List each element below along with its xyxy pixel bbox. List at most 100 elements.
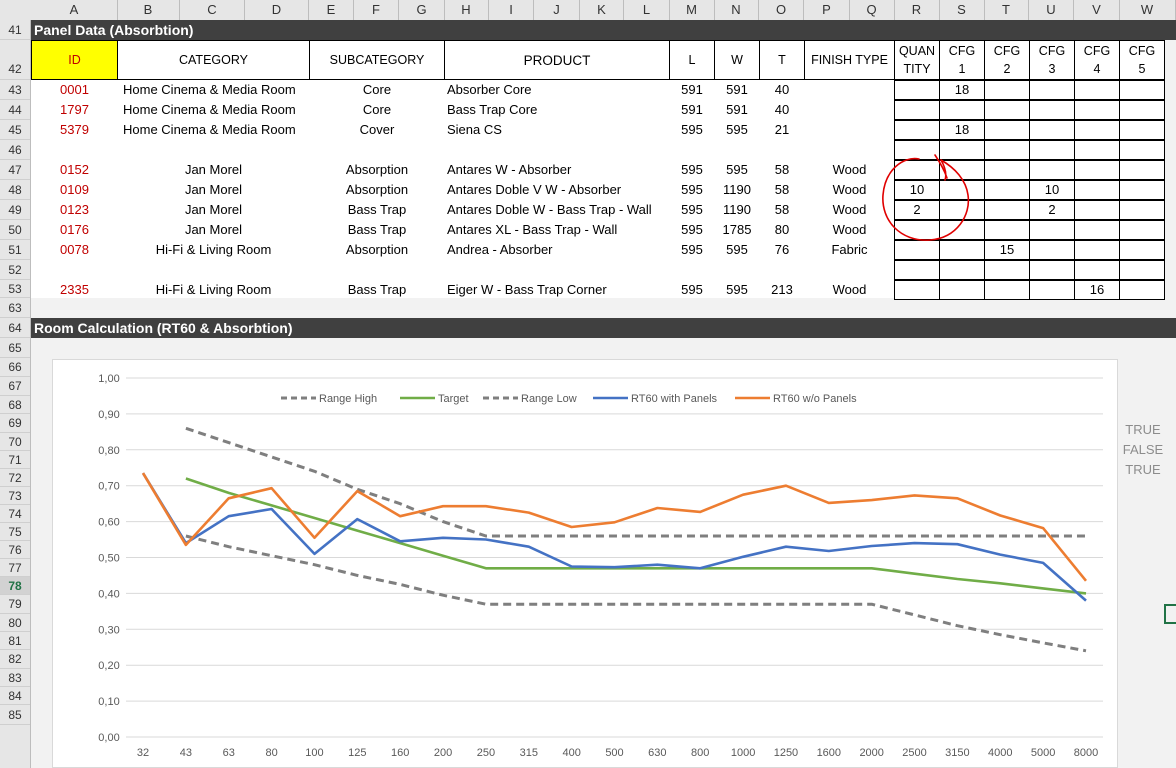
cell-cfg-2[interactable] (984, 160, 1030, 180)
cell-product[interactable]: Antares Doble V W - Absorber (447, 182, 622, 197)
cell-quantity[interactable] (894, 260, 940, 280)
cell-w[interactable]: 595 (726, 242, 748, 257)
cell-cfg-3[interactable] (1029, 140, 1075, 160)
cell-id[interactable]: 1797 (60, 102, 89, 117)
cell-cfg-5[interactable] (1119, 160, 1165, 180)
header-category[interactable]: CATEGORY (117, 40, 310, 80)
cell-t[interactable]: 58 (774, 162, 790, 177)
column-header-o[interactable]: O (759, 0, 804, 20)
cell-id[interactable]: 0123 (60, 202, 89, 217)
cell-l[interactable] (669, 260, 715, 280)
cell-subcategory[interactable]: Bass Trap (347, 222, 407, 237)
header-cfg-1[interactable]: CFG 1 (939, 40, 985, 80)
cell-product[interactable]: Absorber Core (447, 82, 532, 97)
cell-cfg-4[interactable] (1074, 100, 1120, 120)
cell-cfg-1[interactable] (939, 260, 985, 280)
cell-cfg-1[interactable] (939, 100, 985, 120)
row-header-63[interactable]: 63 (0, 298, 30, 318)
cell-cfg-4[interactable] (1074, 240, 1120, 260)
column-header-p[interactable]: P (804, 0, 850, 20)
cell-cfg-2[interactable] (984, 140, 1030, 160)
cell-cfg-5[interactable] (1119, 80, 1165, 100)
column-header-b[interactable]: B (117, 0, 180, 20)
row-header-79[interactable]: 79 (0, 595, 30, 614)
row-header-71[interactable]: 71 (0, 451, 30, 469)
header-product[interactable]: PRODUCT (444, 40, 670, 80)
cell-product[interactable]: Eiger W - Bass Trap Corner (447, 282, 607, 297)
cell-id[interactable]: 0078 (60, 242, 89, 257)
row-header-45[interactable]: 45 (0, 120, 30, 140)
cell-quantity[interactable]: 2 (894, 200, 940, 220)
cell-cfg-4[interactable] (1074, 260, 1120, 280)
cell-cfg-4[interactable] (1074, 160, 1120, 180)
row-header-74[interactable]: 74 (0, 505, 30, 523)
cell-cfg-2[interactable] (984, 260, 1030, 280)
row-header-68[interactable]: 68 (0, 396, 30, 414)
cell-cfg-2[interactable] (984, 100, 1030, 120)
header-quantity[interactable]: QUAN TITY (894, 40, 940, 80)
header-t[interactable]: T (759, 40, 805, 80)
cell-cfg-5[interactable] (1119, 120, 1165, 140)
cell-category[interactable]: Jan Morel (184, 222, 243, 237)
cell-cfg-2[interactable]: 15 (984, 240, 1030, 260)
cell-cfg-5[interactable] (1119, 280, 1165, 300)
column-header-i[interactable]: I (489, 0, 534, 20)
cell-finish[interactable] (804, 120, 895, 140)
column-header-k[interactable]: K (580, 0, 624, 20)
header-w[interactable]: W (714, 40, 760, 80)
column-header-h[interactable]: H (444, 0, 489, 20)
cell-category[interactable]: Home Cinema & Media Room (123, 102, 296, 117)
column-header-a[interactable]: A (31, 0, 118, 20)
cell-quantity[interactable] (894, 280, 940, 300)
header-cfg-4[interactable]: CFG 4 (1074, 40, 1120, 80)
cell-t[interactable]: 58 (774, 202, 790, 217)
column-header-t[interactable]: T (984, 0, 1029, 20)
cell-subcategory[interactable] (309, 260, 445, 280)
cell-cfg-2[interactable] (984, 280, 1030, 300)
column-header-j[interactable]: J (534, 0, 580, 20)
row-header-78[interactable]: 78 (0, 577, 30, 595)
row-header-41[interactable]: 41 (0, 20, 30, 40)
row-header-76[interactable]: 76 (0, 541, 30, 559)
cell-w[interactable]: 595 (726, 162, 748, 177)
cell-cfg-4[interactable] (1074, 200, 1120, 220)
cell-category[interactable]: Home Cinema & Media Room (123, 122, 296, 137)
row-header-80[interactable]: 80 (0, 614, 30, 632)
cell-subcategory[interactable]: Core (362, 102, 392, 117)
column-header-r[interactable]: R (894, 0, 940, 20)
column-header-u[interactable]: U (1029, 0, 1074, 20)
cell-w[interactable]: 591 (726, 82, 748, 97)
cell-cfg-2[interactable] (984, 200, 1030, 220)
row-header-67[interactable]: 67 (0, 377, 30, 396)
column-header-l[interactable]: L (624, 0, 670, 20)
cell-cfg-4[interactable] (1074, 220, 1120, 240)
row-header-65[interactable]: 65 (0, 338, 30, 358)
row-header-82[interactable]: 82 (0, 650, 30, 669)
row-header-43[interactable]: 43 (0, 80, 30, 100)
cell-t[interactable]: 40 (774, 82, 790, 97)
column-header-g[interactable]: G (399, 0, 445, 20)
cell-cfg-5[interactable] (1119, 240, 1165, 260)
cell-product[interactable]: Antares Doble W - Bass Trap - Wall (447, 202, 652, 217)
cell-l[interactable] (669, 140, 715, 160)
cell-category[interactable]: Home Cinema & Media Room (123, 82, 296, 97)
cell-w[interactable]: 1190 (723, 182, 751, 197)
cell-cfg-3[interactable] (1029, 160, 1075, 180)
header-l[interactable]: L (669, 40, 715, 80)
column-header-n[interactable]: N (714, 0, 759, 20)
cell-id[interactable]: 5379 (60, 122, 89, 137)
cell-id[interactable]: 2335 (60, 282, 89, 297)
cell-cfg-2[interactable] (984, 80, 1030, 100)
row-header-47[interactable]: 47 (0, 160, 30, 180)
row-header-50[interactable]: 50 (0, 220, 30, 240)
header-cfg-2[interactable]: CFG 2 (984, 40, 1030, 80)
cell-cfg-5[interactable] (1119, 200, 1165, 220)
cell-subcategory[interactable]: Absorption (345, 242, 409, 257)
row-header-81[interactable]: 81 (0, 632, 30, 650)
cell-subcategory[interactable]: Bass Trap (347, 282, 407, 297)
row-header-46[interactable]: 46 (0, 140, 30, 160)
cell-cfg-1[interactable]: 18 (939, 80, 985, 100)
header-id[interactable]: ID (31, 40, 118, 80)
header-subcategory[interactable]: SUBCATEGORY (309, 40, 445, 80)
cell-l[interactable]: 595 (681, 122, 703, 137)
